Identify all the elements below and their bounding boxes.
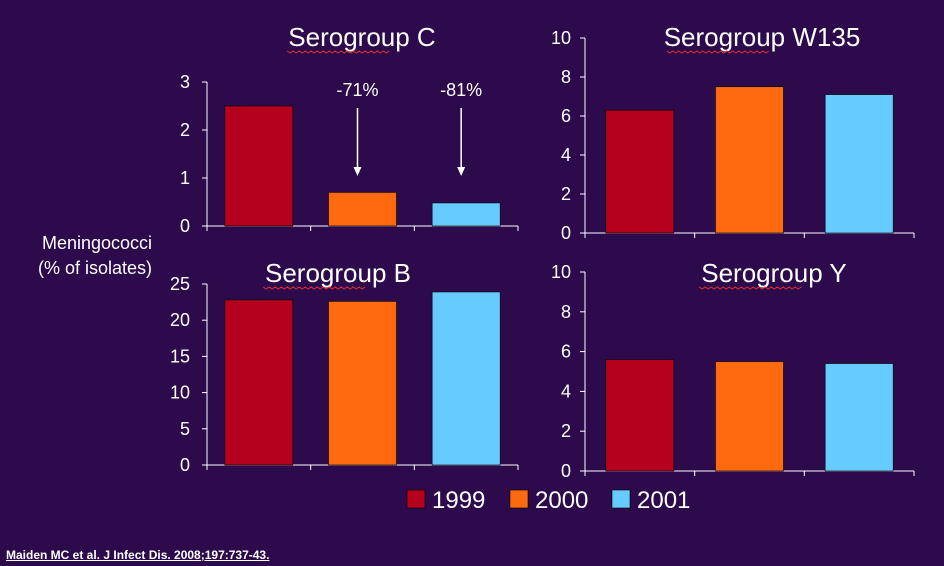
y-axis-label-line1: Meningococci bbox=[42, 233, 152, 253]
bar-2001 bbox=[824, 94, 894, 234]
y-tick-label: 8 bbox=[561, 302, 571, 322]
y-tick-label: 5 bbox=[180, 419, 190, 439]
bar-2001 bbox=[824, 363, 894, 472]
y-tick-label: 6 bbox=[561, 342, 571, 362]
spellcheck-underline bbox=[262, 286, 366, 290]
bar-2000 bbox=[328, 301, 397, 466]
annotation-arrowhead bbox=[353, 167, 362, 176]
y-tick-label: 20 bbox=[170, 310, 190, 330]
y-tick-label: 10 bbox=[170, 383, 190, 403]
y-tick-label: 2 bbox=[561, 421, 571, 441]
y-tick-label: 25 bbox=[170, 274, 190, 294]
citation: Maiden MC et al. J Infect Dis. 2008;197:… bbox=[6, 548, 270, 562]
legend-label-2000: 2000 bbox=[535, 487, 588, 514]
annotation-label: -71% bbox=[336, 80, 378, 100]
y-tick-label: 1 bbox=[180, 168, 190, 188]
y-tick-label: 2 bbox=[561, 184, 571, 204]
bar-2000 bbox=[715, 361, 784, 472]
y-axis-label-line2: (% of isolates) bbox=[38, 258, 152, 278]
legend-swatch-2000 bbox=[509, 489, 529, 509]
y-tick-label: 10 bbox=[551, 262, 571, 282]
legend-swatch-2001 bbox=[611, 489, 631, 509]
spellcheck-underline bbox=[286, 50, 390, 54]
y-tick-label: 3 bbox=[180, 72, 190, 92]
spellcheck-underline bbox=[666, 50, 770, 54]
y-tick-label: 4 bbox=[561, 145, 571, 165]
legend-label-1999: 1999 bbox=[432, 487, 485, 514]
legend: 1999 2000 2001 bbox=[406, 487, 690, 514]
y-tick-label: 0 bbox=[561, 461, 571, 481]
bar-2001 bbox=[431, 291, 501, 466]
bar-2000 bbox=[328, 192, 397, 227]
bar-2001 bbox=[431, 202, 501, 227]
bar-1999 bbox=[224, 105, 294, 227]
y-tick-label: 0 bbox=[180, 216, 190, 236]
y-tick-label: 4 bbox=[561, 381, 571, 401]
chart-panel-4: Serogroup Y 0 2 4 6 8 10 bbox=[551, 258, 915, 481]
chart-panel-2: Serogroup W135 0 2 4 6 8 10 bbox=[551, 22, 915, 243]
chart-title: Serogroup W135 bbox=[664, 22, 861, 52]
legend-label-2001: 2001 bbox=[637, 487, 690, 514]
y-tick-label: 8 bbox=[561, 67, 571, 87]
chart-panel-1: Serogroup C 0 1 2 3 -71% -81% bbox=[180, 22, 519, 236]
bar-2000 bbox=[715, 86, 784, 234]
annotation-label: -81% bbox=[440, 80, 482, 100]
y-tick-label: 2 bbox=[180, 120, 190, 140]
chart-title: Serogroup B bbox=[265, 258, 411, 288]
y-tick-label: 15 bbox=[170, 346, 190, 366]
annotation-arrowhead bbox=[457, 167, 466, 176]
bar-1999 bbox=[605, 109, 675, 234]
chart-title: Serogroup Y bbox=[701, 258, 847, 288]
bar-1999 bbox=[605, 359, 675, 472]
y-tick-label: 10 bbox=[551, 28, 571, 48]
spellcheck-underline bbox=[698, 286, 802, 290]
y-tick-label: 6 bbox=[561, 106, 571, 126]
chart-panel-3: Serogroup B 0 5 10 15 20 25 bbox=[170, 258, 519, 475]
chart-title: Serogroup C bbox=[288, 22, 435, 52]
legend-swatch-1999 bbox=[406, 489, 426, 509]
y-tick-label: 0 bbox=[561, 223, 571, 243]
y-tick-label: 0 bbox=[180, 455, 190, 475]
bar-1999 bbox=[224, 299, 294, 466]
